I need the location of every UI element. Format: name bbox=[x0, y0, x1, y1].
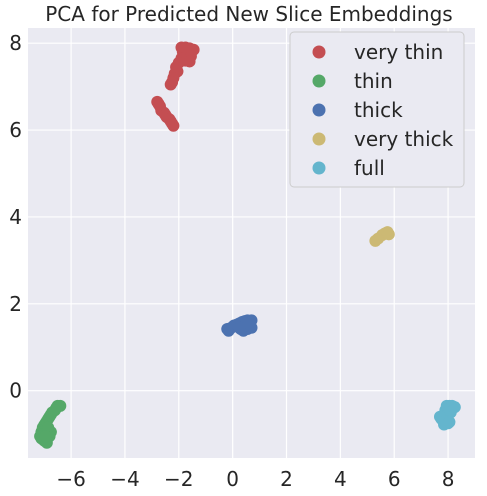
data-point bbox=[164, 78, 177, 91]
data-point bbox=[167, 119, 180, 132]
x-axis-ticks: −6 −4 −2 0 2 4 6 8 bbox=[56, 467, 454, 491]
x-tick-label: 8 bbox=[442, 467, 455, 491]
legend-box bbox=[289, 31, 465, 188]
series-full bbox=[433, 399, 461, 431]
legend-label: very thin bbox=[354, 40, 443, 64]
chart-title: PCA for Predicted New Slice Embeddings bbox=[45, 2, 452, 26]
data-point bbox=[382, 228, 395, 241]
legend-marker bbox=[312, 45, 326, 59]
x-tick-label: −6 bbox=[56, 467, 85, 491]
legend-marker bbox=[312, 132, 326, 146]
x-tick-label: 6 bbox=[388, 467, 401, 491]
legend-label: thin bbox=[354, 69, 393, 93]
legend-marker bbox=[312, 161, 326, 175]
x-tick-label: 2 bbox=[280, 467, 293, 491]
series-thick bbox=[221, 314, 258, 337]
series-very-thin bbox=[151, 41, 200, 132]
legend-marker bbox=[312, 74, 326, 88]
legend-label: very thick bbox=[354, 127, 454, 151]
y-tick-label: 0 bbox=[9, 379, 22, 403]
x-tick-label: 0 bbox=[226, 467, 239, 491]
data-point bbox=[233, 321, 246, 334]
y-tick-label: 6 bbox=[9, 118, 22, 142]
y-tick-label: 8 bbox=[9, 31, 22, 55]
y-tick-label: 4 bbox=[9, 205, 22, 229]
y-tick-label: 2 bbox=[9, 292, 22, 316]
data-points bbox=[34, 41, 461, 449]
legend-label: thick bbox=[354, 98, 403, 122]
x-tick-label: −4 bbox=[110, 467, 139, 491]
data-point bbox=[242, 317, 255, 330]
data-point bbox=[443, 415, 456, 428]
data-point bbox=[183, 55, 196, 68]
legend: very thin thin thick very thick full bbox=[289, 31, 465, 188]
series-very-thick bbox=[369, 226, 395, 247]
x-tick-label: 4 bbox=[334, 467, 347, 491]
legend-marker bbox=[312, 103, 326, 117]
x-tick-label: −2 bbox=[164, 467, 193, 491]
series-thin bbox=[34, 399, 67, 449]
data-point bbox=[39, 430, 52, 443]
legend-label: full bbox=[354, 156, 385, 180]
y-axis-ticks: 0 2 4 6 8 bbox=[9, 31, 22, 402]
